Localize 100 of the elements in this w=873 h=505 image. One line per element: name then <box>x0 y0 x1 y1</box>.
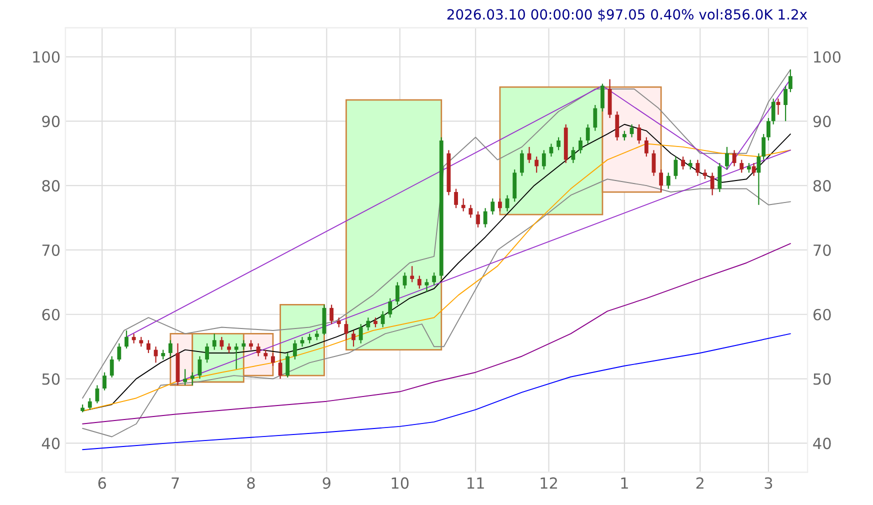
candlestick <box>227 342 231 354</box>
x-tick-label: 9 <box>322 477 330 489</box>
candlestick <box>549 143 554 158</box>
candlestick <box>366 317 370 332</box>
candlestick <box>788 69 792 93</box>
candlestick <box>336 317 341 328</box>
candlestick <box>615 110 620 142</box>
candlestick <box>146 340 150 354</box>
candlestick <box>740 159 744 174</box>
x-tick-label: 11 <box>468 478 484 489</box>
line-series <box>82 333 791 450</box>
candlestick <box>102 372 106 391</box>
candlestick <box>395 282 400 306</box>
candlestick <box>212 333 216 350</box>
candlestick <box>432 272 436 286</box>
x-tick-label: 12 <box>540 477 557 489</box>
candlestick <box>110 356 114 378</box>
candlestick <box>710 172 714 196</box>
y2-tick-label: 40 <box>813 438 831 450</box>
y2-tick-label: 90 <box>813 116 831 128</box>
candlestick <box>696 159 700 176</box>
candlestick <box>630 124 634 138</box>
candlestick <box>139 336 144 348</box>
x-tick-label: 3 <box>764 477 772 489</box>
candlestick <box>95 384 100 404</box>
candlestick <box>402 272 407 290</box>
candlestick <box>264 349 268 360</box>
candlestick <box>771 98 776 125</box>
candlestick <box>242 340 246 350</box>
candlestick <box>593 104 598 132</box>
candlestick <box>190 372 194 386</box>
candlestick <box>659 168 664 193</box>
candlestick <box>249 340 253 350</box>
candlestick <box>468 204 473 218</box>
candlestick <box>498 198 502 212</box>
candlestick <box>344 320 348 341</box>
candlestick <box>476 210 480 228</box>
line-series <box>82 243 791 424</box>
candlestick <box>388 298 392 318</box>
candlestick <box>681 156 685 170</box>
candlestick <box>417 275 422 290</box>
x-tick-label: 7 <box>172 478 179 489</box>
candlestick <box>703 168 707 180</box>
candlestick <box>286 352 290 378</box>
candlestick <box>578 136 582 154</box>
y-tick-label: 90 <box>42 116 60 128</box>
y2-tick-label: 100 <box>814 51 841 63</box>
candlestick <box>330 304 334 325</box>
candlestick <box>483 208 488 228</box>
candlestick <box>600 83 604 112</box>
candlestick <box>586 124 590 144</box>
candlestick <box>520 150 524 176</box>
candlestick <box>271 352 275 366</box>
candlestick <box>410 266 414 283</box>
candlestick <box>205 342 210 364</box>
candlestick <box>762 133 766 160</box>
line-series <box>82 178 791 438</box>
y-tick-label: 100 <box>33 51 60 63</box>
y2-tick-label: 70 <box>814 244 831 256</box>
candlestick <box>256 342 260 357</box>
candlestick <box>424 278 429 292</box>
candlestick <box>352 330 356 348</box>
x-tick-label: 10 <box>392 477 409 489</box>
candlestick <box>622 130 626 142</box>
candlestick <box>644 136 648 158</box>
x-tick-label: 8 <box>247 477 255 489</box>
candlestick <box>746 162 751 174</box>
candlestick <box>725 146 729 170</box>
y-tick-label: 50 <box>42 373 60 385</box>
candlestick <box>454 188 458 209</box>
candlestick <box>571 146 576 164</box>
candlestick <box>556 136 560 151</box>
candlestick <box>183 368 188 386</box>
candlestick <box>234 342 238 370</box>
y2-tick-label: 60 <box>813 308 831 320</box>
candlestick <box>132 333 136 344</box>
candlestick <box>534 156 539 174</box>
candlestick <box>124 330 128 350</box>
candlestick <box>542 150 546 170</box>
candlestick <box>278 358 282 380</box>
x-tick-label: 6 <box>98 477 106 489</box>
candlestick <box>380 310 385 328</box>
y-tick-label: 60 <box>42 308 60 320</box>
candlestick <box>766 117 770 142</box>
candlestick <box>490 198 495 216</box>
candlestick <box>718 162 722 193</box>
candlestick <box>314 330 319 341</box>
candlestick <box>300 336 304 348</box>
y-tick-label: 80 <box>42 180 60 192</box>
candlestick <box>374 317 378 328</box>
candlestick <box>88 398 92 410</box>
y2-tick-label: 50 <box>814 373 831 385</box>
candlestick <box>308 333 312 344</box>
candlestick <box>784 85 788 122</box>
y2-tick-label: 80 <box>813 180 831 192</box>
candlestick <box>292 340 297 360</box>
y-tick-label: 40 <box>42 438 60 450</box>
candlestick <box>688 159 692 170</box>
candlestick <box>637 124 642 144</box>
candlestick <box>358 323 363 344</box>
